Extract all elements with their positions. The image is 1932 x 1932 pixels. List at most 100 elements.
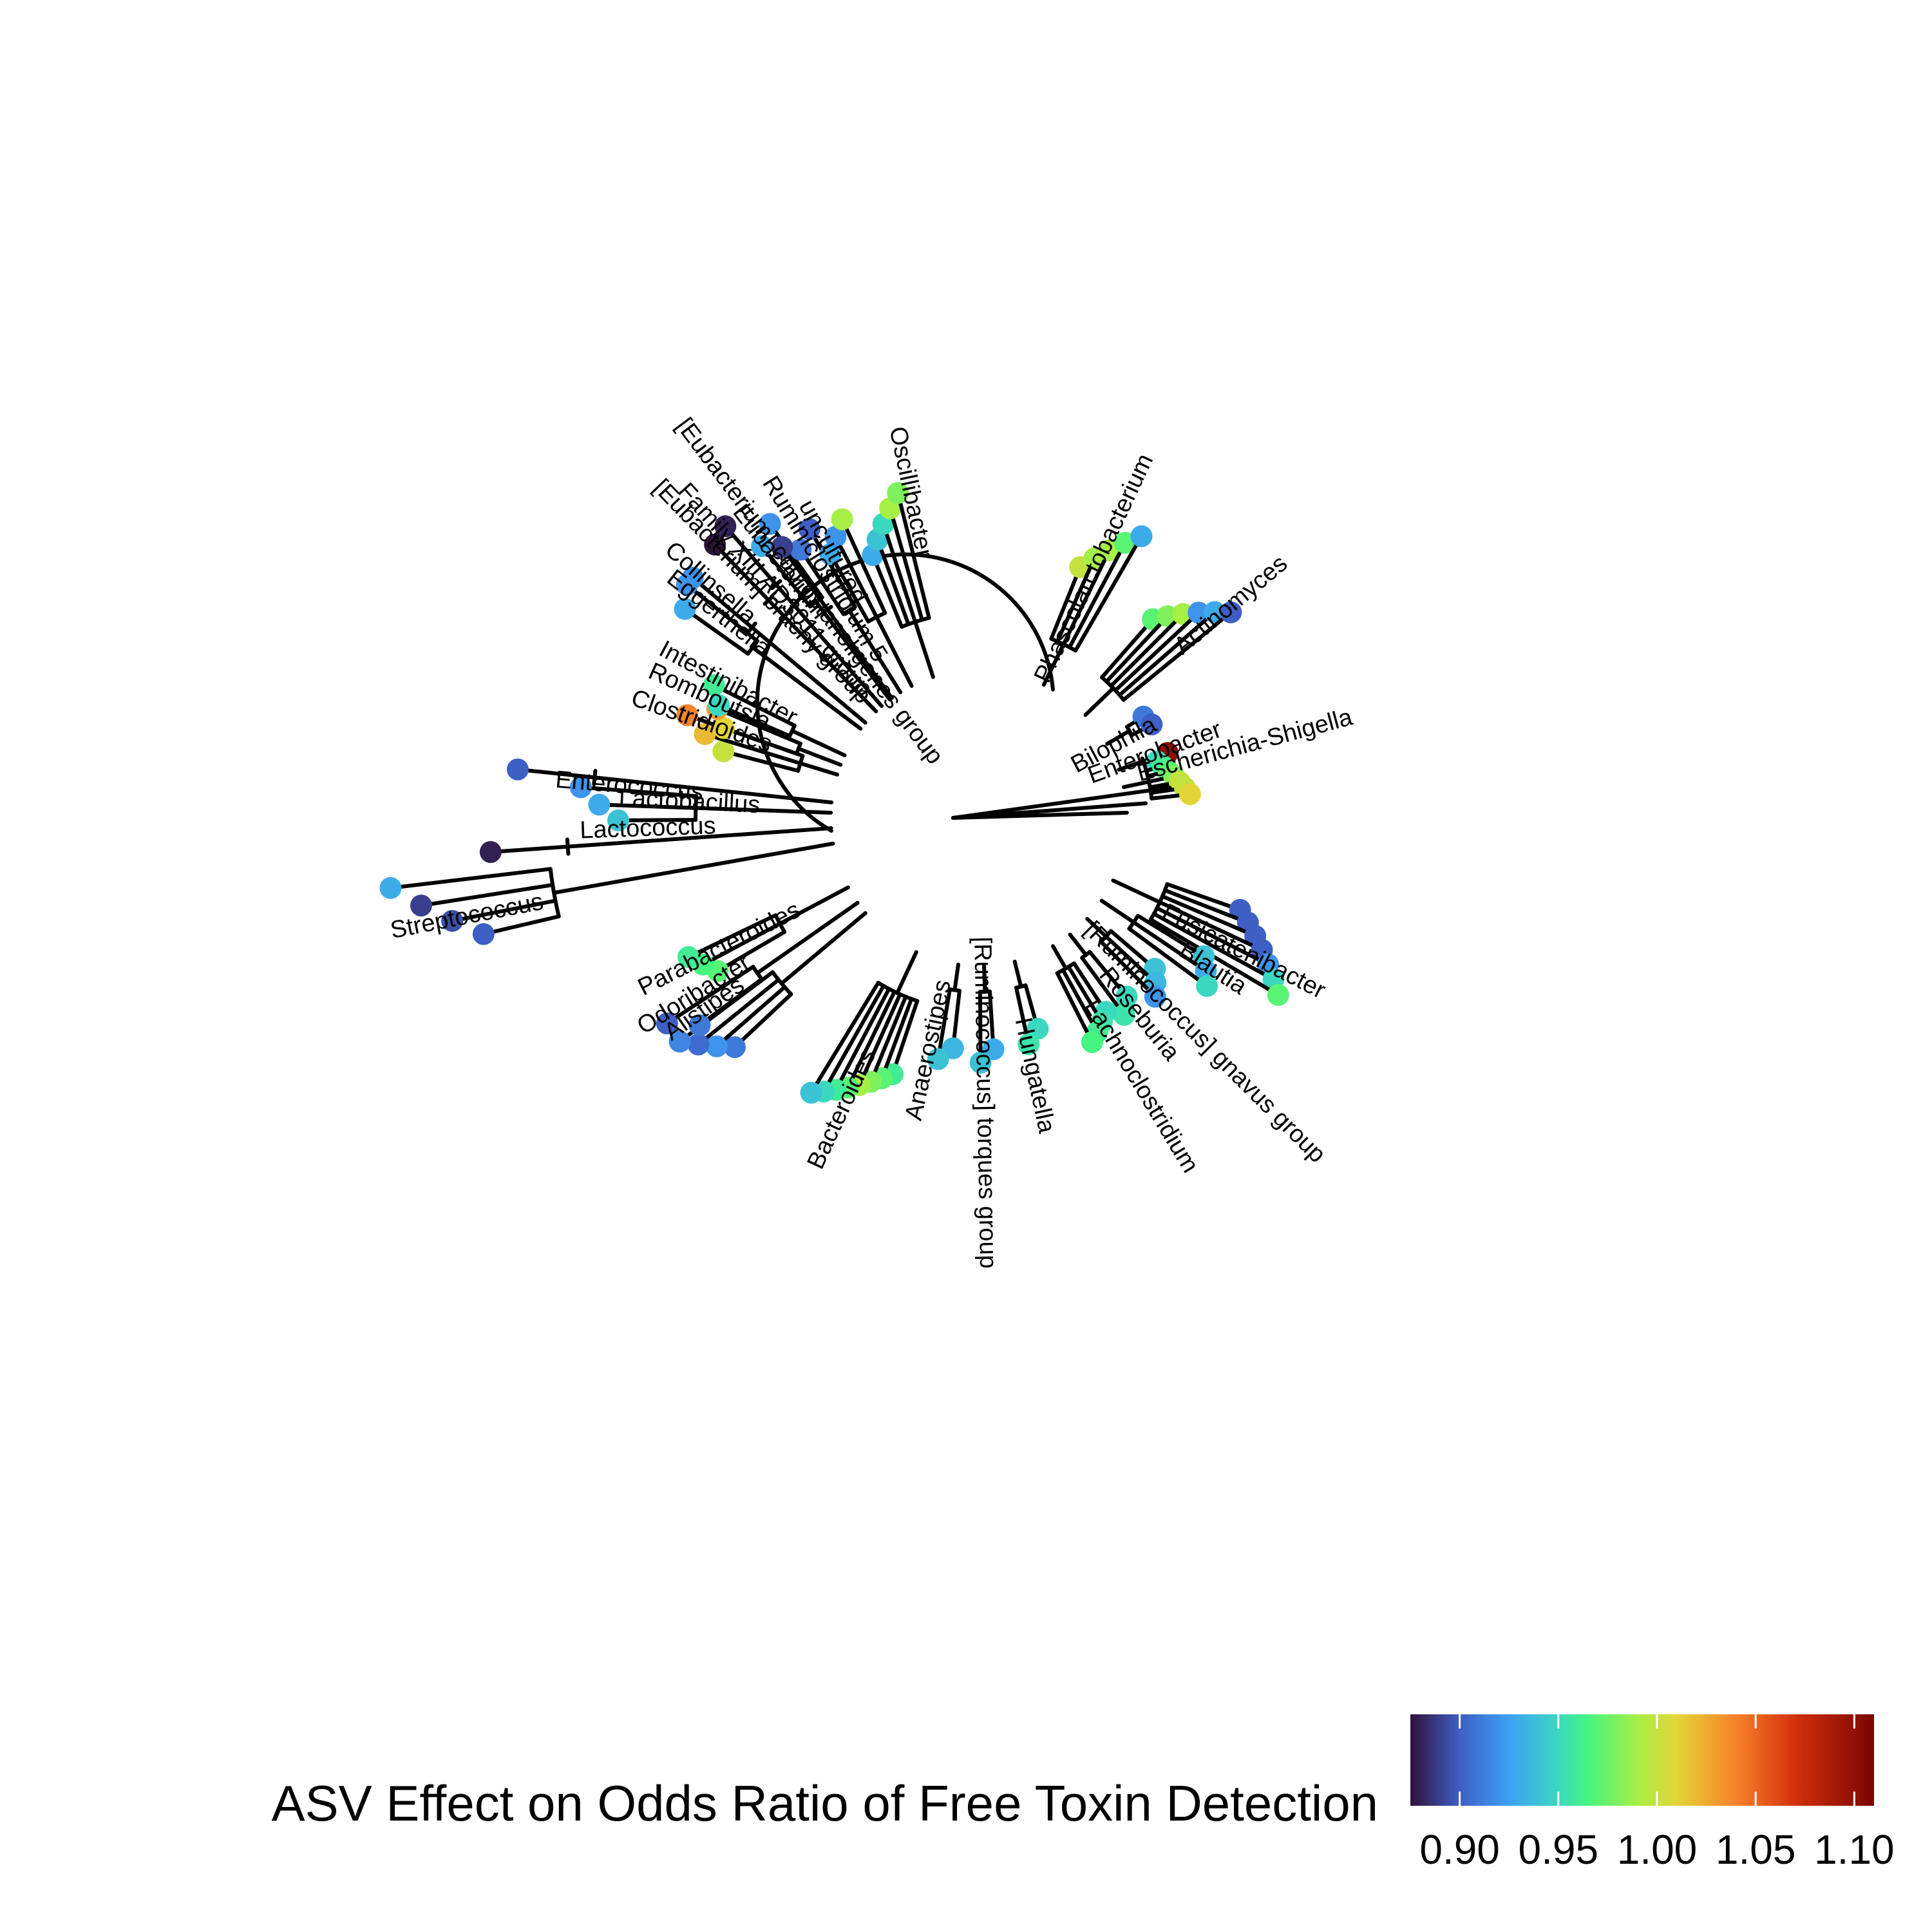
clade bbox=[862, 482, 935, 679]
tip-branch bbox=[799, 547, 846, 616]
clade bbox=[379, 841, 835, 945]
clade-stem-branch bbox=[1012, 960, 1023, 989]
clade bbox=[714, 515, 884, 708]
tip-branch bbox=[481, 914, 561, 936]
tip-branch bbox=[760, 544, 812, 609]
tip-branch bbox=[515, 767, 597, 780]
clade bbox=[800, 950, 920, 1104]
clade-stem-branch bbox=[750, 645, 863, 731]
clade bbox=[1105, 705, 1163, 746]
tip-branch bbox=[880, 997, 914, 1081]
colorbar-tick-label: 1.00 bbox=[1617, 1826, 1698, 1873]
asv-tip-point bbox=[1267, 983, 1289, 1006]
clade-stem-branch bbox=[694, 806, 833, 815]
tip-branch bbox=[732, 992, 793, 1049]
asv-tip-point bbox=[824, 526, 847, 548]
clade-stem-branch bbox=[1111, 878, 1162, 905]
asv-tip-point bbox=[714, 515, 737, 538]
clade bbox=[506, 758, 834, 804]
clade bbox=[751, 513, 892, 702]
clade bbox=[1085, 916, 1167, 1008]
tip-branch bbox=[696, 978, 781, 1046]
tip-branch bbox=[685, 583, 760, 643]
tip-branch bbox=[712, 683, 797, 728]
asv-tip-point bbox=[705, 1035, 728, 1057]
clade-stem-branch bbox=[982, 963, 987, 994]
asv-tip-point bbox=[1115, 985, 1138, 1008]
tip-branch bbox=[896, 491, 931, 620]
clade bbox=[681, 567, 867, 725]
asv-tip-point bbox=[798, 518, 820, 540]
asv-tip-point bbox=[819, 543, 842, 565]
clade bbox=[479, 826, 833, 864]
asv-tip-point bbox=[479, 841, 502, 864]
asv-tip-point bbox=[1204, 601, 1226, 623]
tip-branch bbox=[1049, 565, 1083, 641]
asv-tip-point bbox=[831, 508, 853, 531]
clade-stem-branch bbox=[1085, 916, 1108, 939]
clade-stem-branch bbox=[750, 625, 867, 725]
asv-tip-point bbox=[723, 1036, 746, 1058]
tip-branch bbox=[701, 922, 782, 967]
genus-label: [Ruminococcus] torques group bbox=[969, 936, 1001, 1269]
asv-tip-point bbox=[751, 535, 773, 557]
clade-stem-branch bbox=[1041, 642, 1066, 687]
asv-tip-point bbox=[1081, 1031, 1103, 1054]
tip-branch bbox=[419, 883, 555, 908]
tip-branch bbox=[388, 867, 553, 890]
tip-branch bbox=[1117, 610, 1217, 697]
tip-branch bbox=[1136, 913, 1206, 958]
tip-branch bbox=[488, 844, 570, 855]
clade-stem-branch bbox=[790, 728, 847, 757]
tip-branch bbox=[1157, 900, 1264, 952]
asv-tip-point bbox=[674, 598, 696, 620]
asv-tip-point bbox=[506, 758, 529, 781]
clade-stem-branch bbox=[552, 841, 835, 895]
genus-label: Phascolarctobacterium bbox=[1029, 450, 1159, 687]
clade-stem-branch bbox=[825, 607, 894, 700]
clade bbox=[656, 900, 860, 1036]
clade-stem-branch bbox=[766, 598, 878, 714]
asv-tip-point bbox=[704, 533, 726, 556]
asv-tip-point bbox=[800, 1081, 822, 1104]
asv-tip-point bbox=[712, 740, 735, 762]
clade bbox=[819, 508, 914, 688]
clade-stem-branch bbox=[777, 885, 850, 926]
asv-tip-point bbox=[887, 482, 909, 504]
clade bbox=[677, 885, 850, 982]
tip-branch bbox=[1132, 920, 1208, 973]
colorbar-tick-label: 1.10 bbox=[1814, 1826, 1895, 1873]
asv-tip-point bbox=[969, 1051, 992, 1074]
asv-tip-point bbox=[927, 1048, 949, 1070]
tip-branch bbox=[715, 930, 787, 973]
asv-tip-point bbox=[1144, 985, 1166, 1008]
asv-tip-point bbox=[1179, 783, 1201, 806]
clade-stem-branch bbox=[774, 582, 884, 708]
tip-branch bbox=[578, 785, 699, 799]
colorbar-tick-label: 1.05 bbox=[1716, 1826, 1796, 1873]
clade-stem-branch bbox=[796, 746, 843, 767]
tip-branch bbox=[807, 527, 857, 609]
tip-branch bbox=[703, 732, 802, 766]
tip-branch bbox=[1080, 956, 1126, 1017]
tip-branch bbox=[978, 989, 983, 1065]
asv-tip-point bbox=[687, 1033, 710, 1056]
asv-tip-point bbox=[703, 674, 725, 697]
clade-stem-branch bbox=[1121, 779, 1151, 790]
clade-stem-branch bbox=[814, 600, 892, 702]
clade-stem-branch bbox=[1083, 686, 1115, 717]
clade-stem-branch bbox=[913, 620, 935, 679]
asv-tip-point bbox=[771, 536, 793, 558]
tip-branch bbox=[936, 987, 952, 1061]
tip-branch bbox=[869, 994, 908, 1084]
asv-tip-point bbox=[677, 946, 700, 969]
tip-branch bbox=[721, 749, 800, 773]
clade bbox=[703, 674, 847, 757]
clade-stem-branch bbox=[1117, 759, 1146, 772]
clade-stem-branch bbox=[847, 608, 903, 694]
asv-tip-point bbox=[1196, 975, 1218, 998]
clade bbox=[927, 962, 964, 1070]
clade bbox=[1099, 898, 1218, 998]
tree-area: [Eubacterium] coprostanoligenes groupRum… bbox=[379, 413, 1356, 1269]
